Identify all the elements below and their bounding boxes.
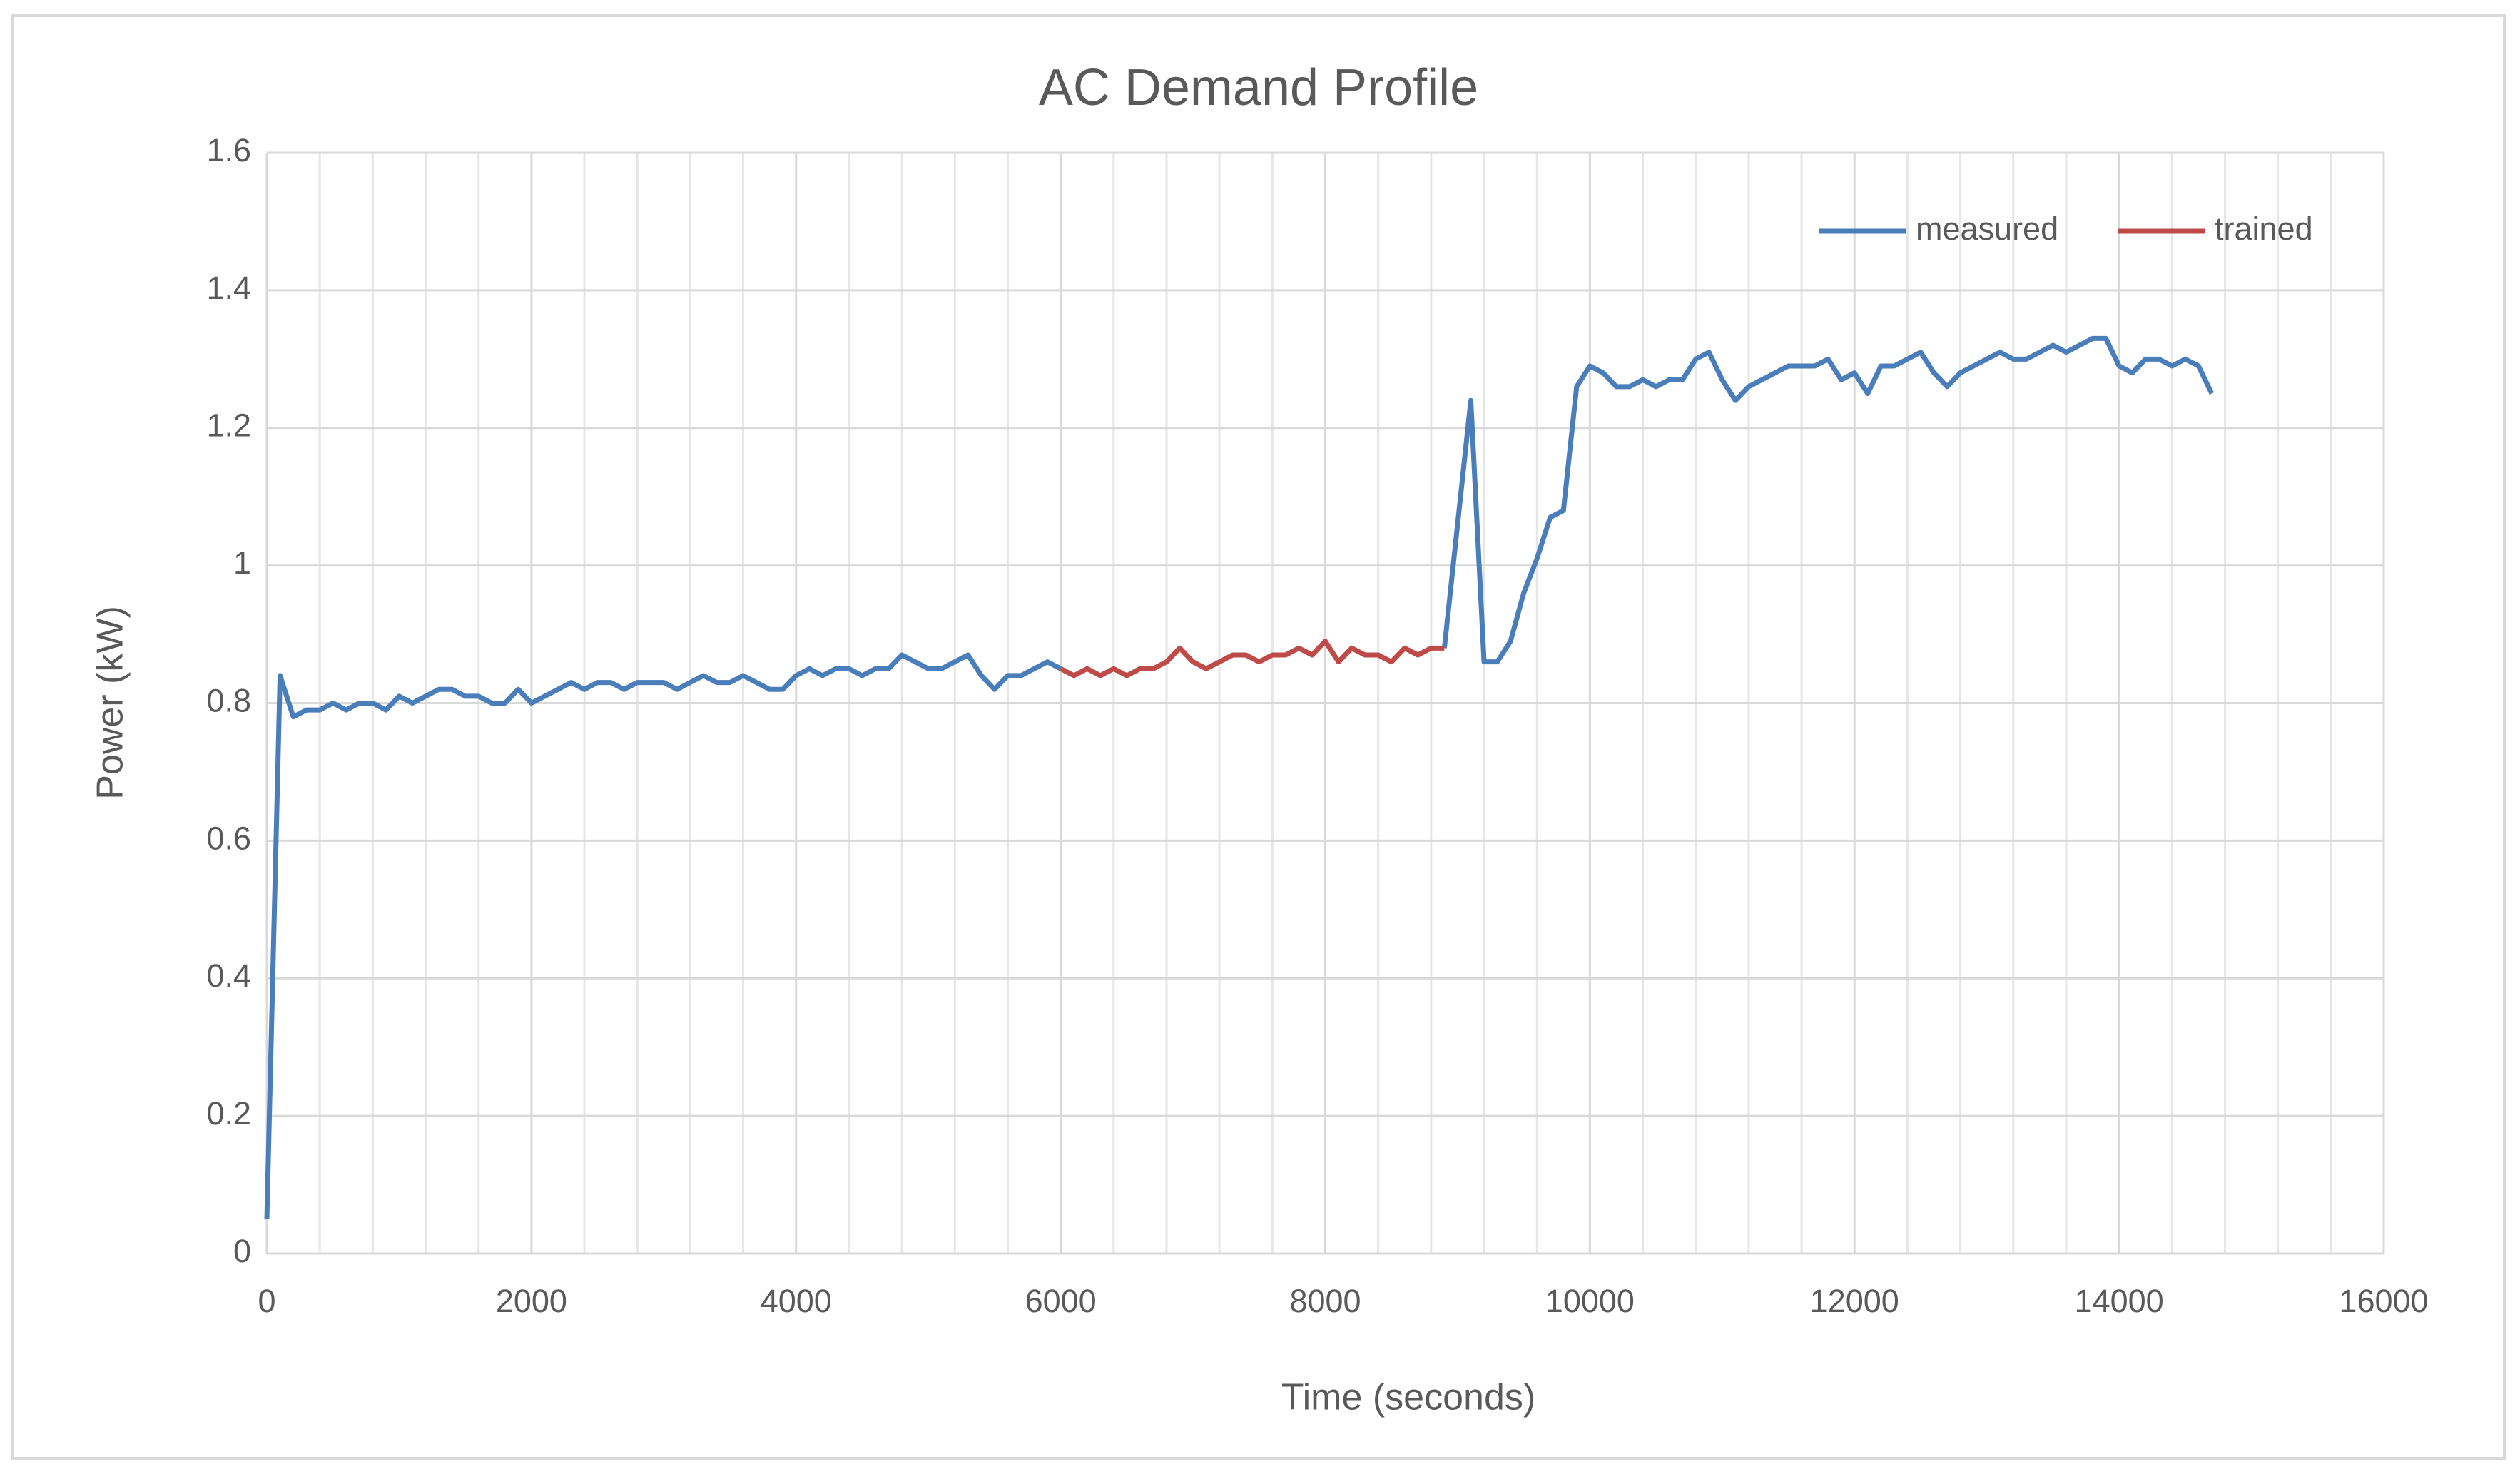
x-axis-title: Time (seconds) (1281, 1377, 1535, 1418)
x-tick-label: 8000 (1289, 1283, 1361, 1319)
x-tick-label: 10000 (1545, 1283, 1635, 1319)
y-tick-label: 0 (233, 1233, 251, 1269)
y-tick-label: 0.6 (206, 820, 251, 856)
legend-label: measured (1916, 210, 2058, 247)
y-tick-label: 0.2 (206, 1095, 251, 1132)
y-axis-title: Power (kW) (90, 606, 131, 800)
y-tick-label: 1 (233, 545, 251, 581)
legend-label: trained (2215, 210, 2313, 247)
x-tick-label: 14000 (2075, 1283, 2164, 1319)
x-tick-label: 4000 (761, 1283, 832, 1319)
x-tick-label: 6000 (1025, 1283, 1097, 1319)
y-tick-label: 0.8 (206, 682, 251, 718)
x-tick-label: 12000 (1810, 1283, 1899, 1319)
y-tick-label: 1.4 (206, 270, 251, 306)
y-tick-label: 1.2 (206, 407, 251, 444)
x-tick-label: 16000 (2339, 1283, 2428, 1319)
y-tick-label: 1.6 (206, 132, 251, 168)
series-line (264, 335, 2215, 1219)
x-tick-label: 0 (258, 1283, 275, 1319)
x-tick-label: 2000 (496, 1283, 567, 1319)
y-tick-label: 0.4 (206, 957, 251, 994)
series-line (1060, 639, 1445, 678)
chart-frame (11, 14, 2506, 1460)
chart-title: AC Demand Profile (1039, 59, 1478, 116)
